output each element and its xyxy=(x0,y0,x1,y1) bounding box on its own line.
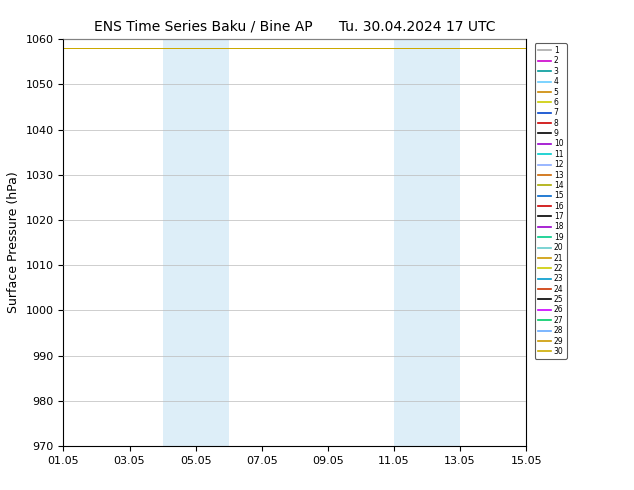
Title: ENS Time Series Baku / Bine AP      Tu. 30.04.2024 17 UTC: ENS Time Series Baku / Bine AP Tu. 30.04… xyxy=(94,20,496,34)
Y-axis label: Surface Pressure (hPa): Surface Pressure (hPa) xyxy=(7,172,20,314)
Bar xyxy=(394,39,460,446)
Legend: 1, 2, 3, 4, 5, 6, 7, 8, 9, 10, 11, 12, 13, 14, 15, 16, 17, 18, 19, 20, 21, 22, 2: 1, 2, 3, 4, 5, 6, 7, 8, 9, 10, 11, 12, 1… xyxy=(534,43,567,359)
Bar xyxy=(162,39,229,446)
